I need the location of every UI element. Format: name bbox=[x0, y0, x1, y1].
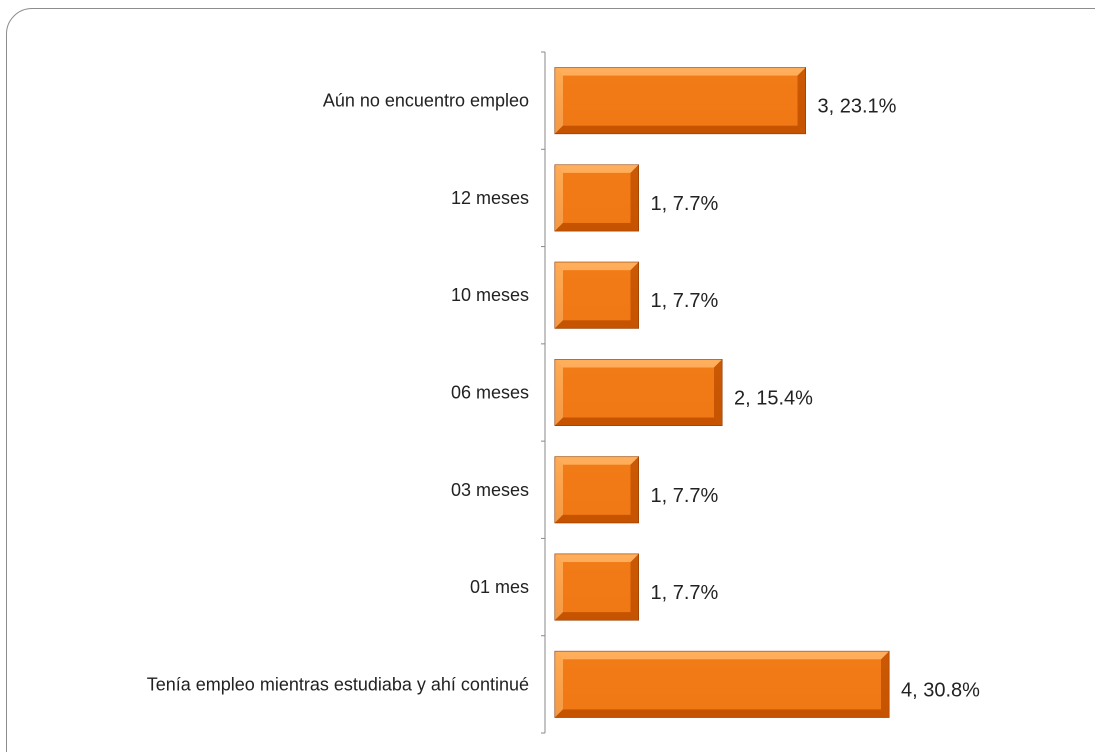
bar-bevel-right bbox=[714, 359, 722, 426]
bar-bevel-top bbox=[555, 164, 639, 173]
bar-face bbox=[563, 270, 631, 321]
bar-bevel-left bbox=[555, 359, 563, 426]
bar-bevel-bottom bbox=[555, 222, 639, 231]
bar-group bbox=[554, 456, 639, 524]
bar-bevel-left bbox=[555, 164, 563, 231]
bar-face bbox=[563, 75, 798, 126]
bar-bevel-left bbox=[555, 554, 563, 621]
bar-bevel-right bbox=[630, 456, 639, 523]
bar-group bbox=[554, 359, 723, 426]
bar-group bbox=[554, 553, 639, 621]
data-label: 1, 7.7% bbox=[651, 193, 719, 215]
bar-face bbox=[563, 659, 881, 710]
bar-bevel-bottom bbox=[555, 709, 889, 718]
bar-bevel-bottom bbox=[555, 417, 722, 426]
category-label: 06 meses bbox=[451, 383, 529, 403]
bar-bevel-top bbox=[555, 554, 639, 563]
bar-bevel-left bbox=[555, 67, 563, 134]
bar-bevel-left bbox=[555, 651, 563, 718]
bar-bevel-top bbox=[555, 262, 639, 271]
bar-bevel-right bbox=[630, 262, 639, 329]
bar-bevel-top bbox=[555, 67, 806, 76]
bar-group bbox=[554, 650, 890, 718]
bar-bevel-top bbox=[555, 651, 889, 660]
data-label: 2, 15.4% bbox=[734, 388, 813, 410]
category-label: 12 meses bbox=[451, 188, 529, 208]
bar-bevel-top bbox=[555, 456, 639, 465]
bar-face bbox=[563, 172, 631, 223]
category-label: Tenía empleo mientras estudiaba y ahí co… bbox=[147, 674, 529, 694]
category-label: 01 mes bbox=[470, 577, 529, 597]
data-label: 4, 30.8% bbox=[901, 679, 980, 701]
bar-bevel-bottom bbox=[555, 125, 806, 134]
data-label: 1, 7.7% bbox=[651, 290, 719, 312]
bar-face bbox=[563, 562, 631, 613]
bar-bevel-top bbox=[555, 359, 722, 368]
bar-group bbox=[554, 261, 639, 329]
category-label: 03 meses bbox=[451, 480, 529, 500]
bar-face bbox=[563, 367, 714, 418]
bar-bevel-right bbox=[797, 67, 806, 134]
category-label: 10 meses bbox=[451, 285, 529, 305]
bar-bevel-right bbox=[630, 164, 639, 231]
bar-bevel-right bbox=[630, 554, 639, 621]
bar-group bbox=[554, 67, 806, 135]
data-label: 3, 23.1% bbox=[818, 96, 897, 118]
bar-face bbox=[563, 464, 631, 515]
bar-bevel-left bbox=[555, 262, 563, 329]
data-label: 1, 7.7% bbox=[651, 485, 719, 507]
bar-bevel-left bbox=[555, 456, 563, 523]
data-label: 1, 7.7% bbox=[651, 582, 719, 604]
bar-group bbox=[554, 164, 639, 232]
bar-bevel-bottom bbox=[555, 514, 639, 523]
bar-bevel-bottom bbox=[555, 320, 639, 329]
bar-bevel-bottom bbox=[555, 612, 639, 621]
chart-frame bbox=[6, 8, 1095, 752]
bar-bevel-right bbox=[881, 651, 889, 718]
category-label: Aún no encuentro empleo bbox=[323, 91, 529, 111]
